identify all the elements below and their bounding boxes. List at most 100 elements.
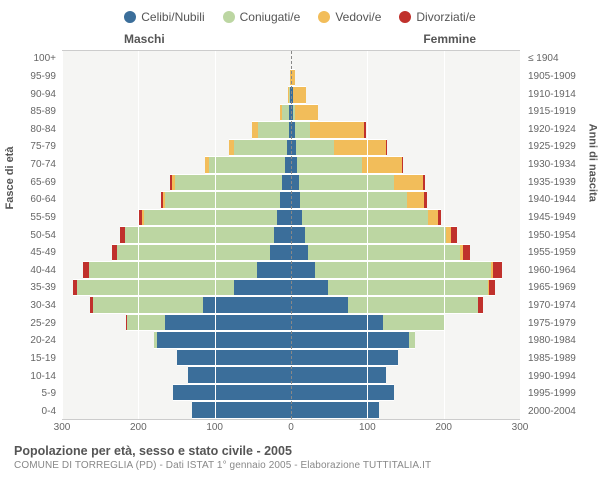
legend-label: Divorziati/e bbox=[416, 10, 475, 24]
birth-label: 1975-1979 bbox=[524, 319, 586, 329]
bar-segment bbox=[383, 314, 444, 332]
gridline bbox=[138, 51, 139, 419]
female-row bbox=[291, 366, 520, 384]
gridline bbox=[367, 51, 368, 419]
bar-segment bbox=[409, 331, 415, 349]
male-row bbox=[62, 209, 291, 227]
bar-segment bbox=[117, 244, 270, 262]
birth-label: 1990-1994 bbox=[524, 372, 586, 382]
bar-segment bbox=[291, 174, 299, 192]
female-row bbox=[291, 156, 520, 174]
bar-segment bbox=[234, 279, 291, 297]
age-label: 40-44 bbox=[14, 266, 60, 276]
bar-segment bbox=[282, 104, 290, 122]
bar-segment bbox=[402, 156, 404, 174]
male-row bbox=[62, 69, 291, 87]
plot-area bbox=[62, 50, 520, 420]
birth-label: 1905-1909 bbox=[524, 72, 586, 82]
birth-label: 1955-1959 bbox=[524, 248, 586, 258]
legend-swatch bbox=[124, 11, 136, 23]
bar-segment bbox=[77, 279, 233, 297]
female-row bbox=[291, 191, 520, 209]
bar-segment bbox=[423, 174, 425, 192]
bar-segment bbox=[296, 139, 334, 157]
male-row bbox=[62, 226, 291, 244]
female-row bbox=[291, 296, 520, 314]
bar-segment bbox=[291, 384, 394, 402]
age-label: 80-84 bbox=[14, 125, 60, 135]
bar-segment bbox=[165, 314, 291, 332]
xaxis-tick: 300 bbox=[54, 422, 71, 433]
birth-label: 1970-1974 bbox=[524, 301, 586, 311]
male-row bbox=[62, 261, 291, 279]
bar-segment bbox=[257, 261, 291, 279]
bar-segment bbox=[295, 121, 310, 139]
bar-segment bbox=[291, 331, 409, 349]
legend-swatch bbox=[318, 11, 330, 23]
birth-labels: ≤ 19041905-19091910-19141915-19191920-19… bbox=[524, 50, 586, 420]
bar-segment bbox=[489, 279, 495, 297]
birth-label: 1915-1919 bbox=[524, 107, 586, 117]
birth-label: 1940-1944 bbox=[524, 195, 586, 205]
age-label: 35-39 bbox=[14, 283, 60, 293]
male-row bbox=[62, 401, 291, 419]
female-row bbox=[291, 174, 520, 192]
birth-label: 1960-1964 bbox=[524, 266, 586, 276]
age-label: 5-9 bbox=[14, 389, 60, 399]
birth-label: 1910-1914 bbox=[524, 90, 586, 100]
female-row bbox=[291, 226, 520, 244]
female-side bbox=[291, 51, 520, 419]
bar-segment bbox=[234, 139, 287, 157]
male-row bbox=[62, 191, 291, 209]
age-label: 70-74 bbox=[14, 160, 60, 170]
bar-segment bbox=[291, 366, 386, 384]
legend-item: Divorziati/e bbox=[399, 10, 475, 24]
female-row bbox=[291, 51, 520, 69]
legend-item: Vedovi/e bbox=[318, 10, 381, 24]
header-males: Maschi bbox=[124, 32, 165, 46]
female-row bbox=[291, 209, 520, 227]
chart-subtitle: COMUNE DI TORREGLIA (PD) - Dati ISTAT 1°… bbox=[14, 460, 586, 471]
chart-title: Popolazione per età, sesso e stato civil… bbox=[14, 444, 586, 458]
bar-segment bbox=[165, 191, 280, 209]
male-row bbox=[62, 104, 291, 122]
bar-segment bbox=[258, 121, 289, 139]
bar-segment bbox=[291, 296, 348, 314]
age-label: 50-54 bbox=[14, 231, 60, 241]
male-row bbox=[62, 51, 291, 69]
male-row bbox=[62, 314, 291, 332]
bar-segment bbox=[428, 209, 437, 227]
bar-segment bbox=[157, 331, 291, 349]
bar-segment bbox=[300, 191, 407, 209]
bar-segment bbox=[394, 174, 423, 192]
bar-segment bbox=[291, 401, 379, 419]
legend-swatch bbox=[223, 11, 235, 23]
legend-swatch bbox=[399, 11, 411, 23]
bar-segment bbox=[93, 296, 204, 314]
bar-segment bbox=[302, 209, 428, 227]
gridline bbox=[215, 51, 216, 419]
bar-segment bbox=[192, 401, 291, 419]
bar-segment bbox=[277, 209, 291, 227]
age-label: 85-89 bbox=[14, 107, 60, 117]
bar-segment bbox=[274, 226, 291, 244]
birth-label: 1950-1954 bbox=[524, 231, 586, 241]
gridline bbox=[62, 51, 63, 419]
legend-item: Celibi/Nubili bbox=[124, 10, 204, 24]
birth-label: 1985-1989 bbox=[524, 354, 586, 364]
bar-segment bbox=[297, 156, 362, 174]
birth-label: 1965-1969 bbox=[524, 283, 586, 293]
birth-label: 1925-1929 bbox=[524, 142, 586, 152]
bar-segment bbox=[293, 86, 307, 104]
female-row bbox=[291, 244, 520, 262]
bar-segment bbox=[144, 209, 278, 227]
gridline bbox=[520, 51, 521, 419]
male-row bbox=[62, 244, 291, 262]
bar-segment bbox=[407, 191, 424, 209]
age-label: 15-19 bbox=[14, 354, 60, 364]
female-row bbox=[291, 401, 520, 419]
male-row bbox=[62, 174, 291, 192]
yaxis-right-title: Anni di nascita bbox=[586, 124, 598, 202]
female-row bbox=[291, 349, 520, 367]
gridline bbox=[444, 51, 445, 419]
